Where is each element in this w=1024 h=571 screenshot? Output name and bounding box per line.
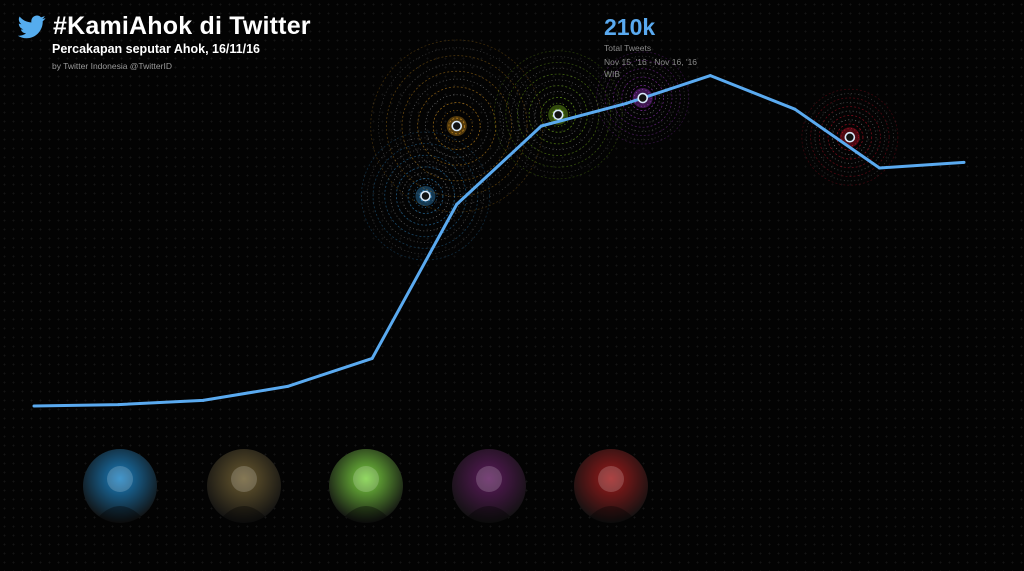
data-point: [624, 102, 628, 106]
page-title: #KamiAhok di Twitter: [53, 12, 311, 40]
stats-panel: 210k Total Tweets Nov 15, '16 - Nov 16, …: [604, 14, 714, 80]
twitter-bird-icon: [18, 14, 46, 38]
page-subtitle: Percakapan seputar Ahok, 16/11/16: [52, 42, 260, 56]
avatar-2[interactable]: [207, 449, 281, 523]
avatar-4[interactable]: [452, 449, 526, 523]
avatar-3[interactable]: [329, 449, 403, 523]
data-point: [201, 398, 205, 402]
data-point: [877, 166, 881, 170]
data-point: [793, 107, 797, 111]
highlight-marker-2[interactable]: [451, 120, 463, 132]
header: #KamiAhok di Twitter Percakapan seputar …: [18, 12, 311, 71]
data-point: [539, 124, 543, 128]
data-point: [32, 404, 36, 408]
data-point: [962, 160, 966, 164]
data-point: [708, 74, 712, 78]
series-line: [33, 74, 965, 408]
highlight-marker-3[interactable]: [552, 109, 564, 121]
highlight-marker-5[interactable]: [844, 131, 856, 143]
date-range-label: Nov 15, '16 - Nov 16, '16 WIB: [604, 57, 698, 79]
data-point: [286, 384, 290, 388]
highlight-ripple-1[interactable]: [361, 131, 490, 261]
highlight-marker-1[interactable]: [420, 190, 431, 202]
title-row: #KamiAhok di Twitter: [18, 12, 311, 41]
data-point: [455, 202, 459, 206]
data-point: [370, 356, 374, 360]
avatar-5[interactable]: [574, 449, 648, 523]
total-tweets-label: Total Tweets: [604, 43, 652, 53]
total-tweets-value: 210k: [604, 14, 656, 40]
byline: by Twitter Indonesia @TwitterID: [52, 61, 172, 71]
data-point: [117, 403, 121, 407]
highlight-ripple-4[interactable]: [596, 51, 690, 145]
highlight-marker-4[interactable]: [637, 92, 649, 104]
avatar-1[interactable]: [83, 449, 157, 523]
